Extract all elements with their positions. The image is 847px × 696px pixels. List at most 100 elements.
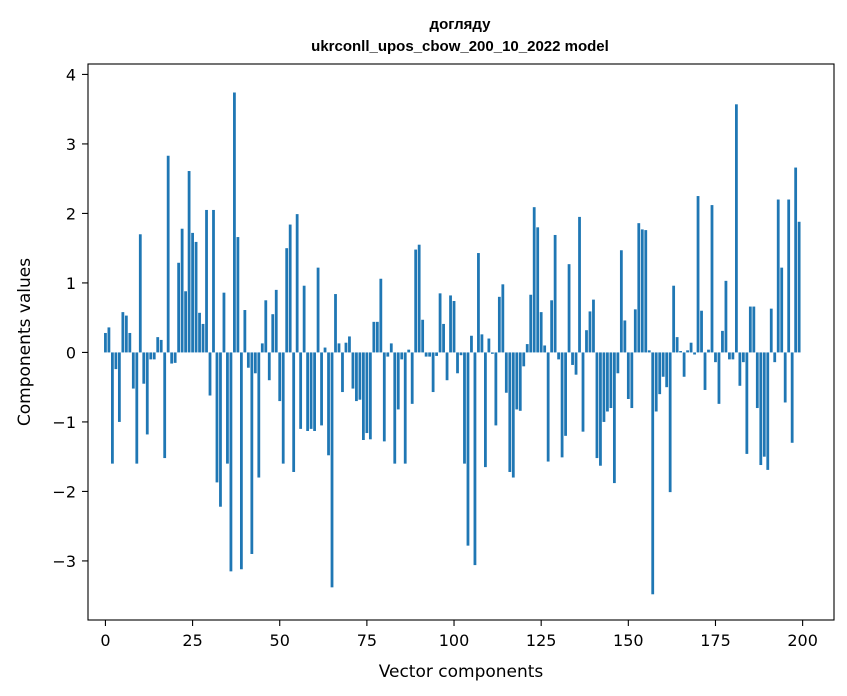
bar-94 (431, 352, 435, 393)
bar-195 (783, 352, 787, 403)
bar-18 (166, 155, 170, 353)
bar-24 (187, 171, 191, 353)
bar-8 (131, 352, 135, 389)
bar-20 (173, 352, 177, 363)
bar-153 (637, 223, 641, 353)
bar-162 (668, 352, 672, 493)
bar-171 (700, 310, 703, 353)
bar-168 (689, 342, 693, 353)
bar-17 (163, 352, 167, 459)
bar-53 (288, 224, 292, 353)
bar-14 (152, 352, 156, 360)
bar-183 (741, 352, 745, 363)
bar-31 (212, 209, 215, 353)
bar-160 (661, 352, 665, 377)
y-tick-label: −1 (52, 413, 76, 432)
x-axis-label: Vector components (379, 662, 544, 682)
bar-50 (278, 352, 282, 402)
bar-82 (389, 343, 393, 353)
bar-86 (403, 352, 407, 464)
bar-154 (640, 229, 644, 353)
bar-49 (274, 289, 278, 353)
bar-47 (267, 352, 271, 381)
bar-116 (508, 352, 512, 472)
bar-192 (773, 352, 777, 363)
bar-30 (208, 352, 212, 396)
bar-0 (104, 332, 107, 353)
bar-136 (578, 216, 581, 353)
bar-45 (260, 343, 264, 353)
bar-104 (466, 352, 470, 546)
bar-23 (184, 291, 187, 353)
bar-114 (501, 284, 505, 353)
bar-52 (285, 248, 289, 353)
bar-140 (592, 299, 595, 353)
y-axis-label: Components values (15, 258, 35, 426)
bar-102 (459, 352, 463, 356)
bar-157 (651, 352, 655, 595)
bar-71 (351, 352, 355, 389)
bar-78 (375, 321, 379, 353)
bar-16 (159, 339, 163, 353)
bar-159 (658, 352, 662, 395)
bar-54 (292, 352, 296, 472)
bar-2 (111, 352, 114, 464)
bar-101 (456, 352, 459, 374)
bar-170 (696, 196, 700, 353)
x-tick-label: 0 (100, 631, 110, 650)
bar-44 (257, 352, 261, 478)
y-tick-label: 2 (66, 204, 76, 223)
bar-103 (463, 352, 466, 464)
bar-69 (344, 342, 348, 353)
bar-67 (337, 343, 341, 353)
bar-165 (679, 351, 683, 353)
x-tick-label: 75 (357, 631, 377, 650)
bar-36 (229, 352, 233, 572)
bar-12 (145, 352, 149, 435)
bar-119 (518, 352, 522, 411)
bar-110 (487, 338, 491, 353)
bar-62 (320, 352, 323, 426)
y-tick-label: 0 (66, 343, 76, 362)
x-tick-label: 125 (526, 631, 557, 650)
bar-98 (445, 352, 449, 381)
bar-135 (574, 352, 578, 375)
bar-130 (557, 352, 560, 360)
bar-9 (135, 352, 139, 464)
bar-190 (766, 352, 770, 470)
x-tick-label: 175 (700, 631, 731, 650)
bar-149 (623, 320, 627, 353)
bar-38 (236, 237, 240, 353)
x-tick-label: 150 (613, 631, 644, 650)
bar-65 (330, 352, 334, 588)
bar-80 (382, 352, 386, 442)
bar-19 (170, 352, 174, 364)
bar-39 (239, 352, 243, 570)
bar-27 (198, 312, 201, 353)
bar-40 (243, 310, 247, 353)
bar-186 (752, 306, 756, 353)
y-tick-label: −3 (52, 552, 76, 571)
bar-115 (504, 352, 508, 393)
bar-182 (738, 352, 742, 386)
bar-185 (748, 306, 752, 353)
bar-112 (494, 352, 498, 426)
bar-87 (407, 349, 411, 353)
bar-68 (341, 352, 344, 393)
bar-29 (205, 209, 208, 353)
bar-199 (797, 221, 801, 353)
bar-72 (355, 352, 358, 402)
bar-64 (327, 352, 330, 456)
bar-146 (612, 352, 616, 484)
bar-6 (124, 315, 128, 353)
bar-113 (497, 296, 501, 353)
bar-179 (728, 352, 731, 360)
bar-25 (191, 232, 194, 353)
bar-176 (717, 352, 721, 404)
bar-188 (759, 352, 763, 466)
bar-55 (295, 214, 299, 353)
bar-26 (194, 241, 198, 353)
bar-58 (306, 352, 310, 431)
bar-73 (358, 352, 362, 400)
bar-97 (442, 323, 445, 353)
